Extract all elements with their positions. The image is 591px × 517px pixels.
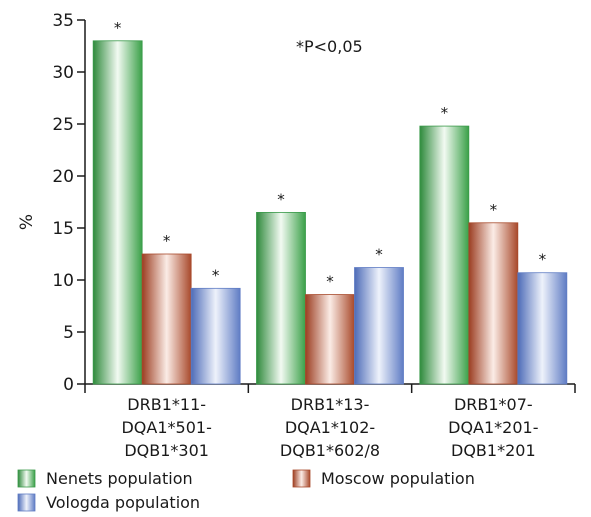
- significance-star: *: [490, 201, 498, 219]
- legend: Nenets population Moscow population Vologd…: [17, 469, 475, 512]
- significance-star: *: [114, 19, 122, 37]
- bars: [92, 40, 568, 385]
- y-tick-label: 10: [52, 271, 74, 291]
- bar-moscow-population-0: [141, 253, 192, 385]
- category-label: DRB1*11-DQA1*501-DQB1*301: [121, 395, 211, 460]
- bar-vologda-population-0: [190, 287, 241, 385]
- legend-swatch: [292, 469, 311, 488]
- legend-label: Nenets population: [46, 469, 193, 488]
- significance-star: *: [441, 104, 449, 122]
- y-tick-label: 15: [52, 219, 74, 239]
- bar-vologda-population-2: [517, 272, 568, 385]
- legend-label: Vologda population: [46, 493, 200, 512]
- y-axis: 0 5 10 15 20 25 30 35: [52, 11, 86, 395]
- y-tick-label: 5: [63, 323, 74, 343]
- significance-star: *: [539, 251, 547, 269]
- legend-label: Moscow population: [321, 469, 475, 488]
- significance-star: *: [326, 273, 334, 291]
- significance-annotation: *P<0,05: [296, 37, 363, 56]
- y-tick-label: 30: [52, 63, 74, 83]
- significance-star: *: [163, 232, 171, 250]
- y-tick-label: 20: [52, 167, 74, 187]
- bar-moscow-population-2: [468, 222, 519, 385]
- bar-nenets-population-2: [419, 125, 470, 385]
- bar-nenets-population-1: [256, 211, 306, 385]
- y-tick-label: 35: [52, 11, 74, 31]
- y-tick-label: 0: [63, 375, 74, 395]
- significance-star: *: [212, 266, 220, 284]
- category-labels: DRB1*11-DQA1*501-DQB1*301 DRB1*13-DQA1*10…: [121, 395, 538, 460]
- y-tick-label: 25: [52, 115, 74, 135]
- y-axis-label: %: [17, 214, 37, 230]
- significance-star: *: [375, 246, 383, 264]
- legend-item-nenets-population: Nenets population: [17, 469, 193, 488]
- significance-markers: * * * * * * * * *: [114, 19, 547, 291]
- legend-swatch: [17, 469, 36, 488]
- category-label: DRB1*13-DQA1*102-DQB1*602/8: [280, 395, 380, 460]
- legend-item-moscow-population: Moscow population: [292, 469, 475, 488]
- legend-item-vologda-population: Vologda population: [17, 493, 200, 512]
- x-axis: [84, 383, 576, 393]
- legend-swatch: [17, 493, 36, 512]
- significance-star: *: [277, 190, 285, 208]
- bar-moscow-population-1: [305, 294, 355, 385]
- bar-vologda-population-1: [354, 267, 404, 385]
- category-label: DRB1*07-DQA1*201-DQB1*201: [448, 395, 538, 460]
- bar-nenets-population-0: [92, 40, 143, 385]
